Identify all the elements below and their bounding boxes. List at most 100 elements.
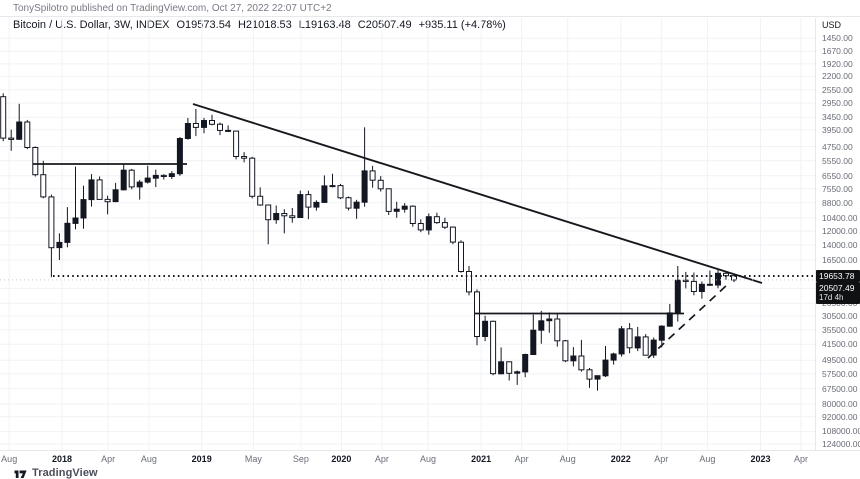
candle [297, 190, 304, 219]
time-axis-year-label: 2019 [191, 454, 212, 464]
candle [658, 325, 665, 348]
candle [530, 314, 537, 356]
candle [698, 281, 705, 299]
ohlc-low: L19163.48 [298, 19, 351, 31]
price-tick-label: 3450.00 [822, 112, 853, 123]
price-tick-label: 1670.00 [822, 46, 853, 57]
candle [120, 164, 127, 191]
price-tick-label: 124000.00 [822, 439, 860, 449]
time-axis[interactable]: Aug 2018 Apr Aug 2019 May Sep 2020 Apr Aug 2021 Apr… [0, 450, 860, 466]
candle [305, 190, 312, 220]
candle [538, 310, 545, 344]
price-tick-label: 57500.00 [822, 368, 858, 379]
candle [136, 179, 143, 200]
price-axis-currency: USD [822, 20, 842, 30]
candle [634, 326, 641, 352]
ohlc-open: O19573.54 [176, 19, 231, 31]
candle [409, 205, 416, 227]
candle [104, 195, 111, 215]
price-tick-label: 8800.00 [822, 197, 853, 208]
candle [642, 334, 649, 356]
time-axis-year-label: 2020 [331, 454, 352, 464]
candle [650, 337, 657, 358]
price-axis[interactable]: USD 1450.00 1670.00 1920.00 2200.00 2550.00 2… [815, 18, 860, 465]
candle [353, 199, 360, 219]
candle [249, 156, 256, 199]
tradingview-logo[interactable]: TradingView [13, 465, 98, 479]
candle [345, 196, 352, 211]
candle [401, 203, 408, 213]
tradingview-logo-icon [14, 470, 27, 478]
candle [88, 174, 95, 207]
candle [562, 339, 569, 363]
time-axis-month-label: Aug [559, 454, 576, 464]
time-axis-year-label: 2022 [610, 454, 631, 464]
caption-divider [0, 16, 860, 17]
price-tick-label: 16500.00 [822, 255, 858, 266]
tradingview-logo-text: TradingView [32, 466, 98, 479]
price-tick-label: 80000.00 [822, 399, 858, 409]
candle [8, 129, 15, 151]
candle [458, 240, 464, 273]
descending-trendline[interactable] [192, 103, 763, 284]
price-tick-label: 67500.00 [822, 383, 858, 394]
candle [546, 312, 553, 333]
price-tick-label: 2950.00 [822, 98, 853, 109]
candle [281, 209, 288, 234]
candle [602, 346, 609, 377]
chart-pane[interactable] [0, 18, 815, 450]
ohlc-close: C20507.49 [357, 19, 412, 31]
time-axis-year-label: 2021 [471, 454, 492, 464]
price-tick-label: 10400.00 [822, 213, 858, 223]
candle [715, 268, 721, 289]
candle [482, 315, 489, 342]
time-axis-month-label: Apr [374, 454, 389, 464]
candle [64, 207, 71, 248]
grid-layer [0, 18, 815, 450]
candle [594, 375, 601, 391]
symbol-info-bar: Bitcoin / U.S. Dollar, 3W, INDEX O19573.5… [13, 19, 513, 31]
published-caption: TonySpilotro published on TradingView.co… [13, 3, 332, 14]
candle [586, 368, 593, 388]
candle [385, 188, 392, 215]
ohlc-high: H21018.53 [237, 19, 292, 31]
time-axis-month-label: Apr [654, 454, 669, 464]
candle [96, 176, 103, 200]
price-tick-label: 4750.00 [822, 141, 853, 152]
drawings-layer [0, 103, 815, 359]
candle [377, 176, 384, 192]
dashed-support-trendline[interactable] [647, 284, 728, 359]
time-axis-month-label: Aug [140, 454, 157, 464]
candle [0, 93, 7, 142]
time-axis-month-label: May [244, 454, 262, 464]
candle [16, 103, 23, 140]
candle [80, 185, 87, 229]
price-tick-label: 3950.00 [822, 124, 853, 135]
candle [144, 165, 151, 184]
candle [168, 171, 175, 179]
candle [466, 265, 472, 296]
time-axis-month-label: Sep [292, 454, 309, 464]
price-tick-label: 12000.00 [822, 226, 858, 236]
candle [682, 271, 689, 289]
price-tick-label: 7550.00 [822, 183, 853, 194]
candle [433, 212, 440, 224]
candle [626, 323, 633, 354]
candle [48, 194, 55, 278]
price-tick-label: 92000.00 [822, 411, 858, 422]
candle [128, 168, 135, 190]
time-axis-month-label: Apr [793, 454, 809, 464]
candle [321, 175, 328, 203]
candle [522, 353, 529, 378]
candle [257, 187, 264, 206]
price-tick-label: 1450.00 [822, 33, 853, 44]
candle [449, 226, 456, 245]
price-tick-label: 49500.00 [822, 355, 858, 366]
candle [514, 370, 521, 385]
price-tick-label: 2200.00 [822, 71, 853, 82]
current-price-badge: 20507.49 17d 4h [816, 282, 860, 304]
time-axis-month-label: Apr [101, 454, 116, 464]
candle [578, 339, 585, 372]
price-tick-label: 14000.00 [822, 240, 858, 251]
candle [554, 313, 561, 347]
